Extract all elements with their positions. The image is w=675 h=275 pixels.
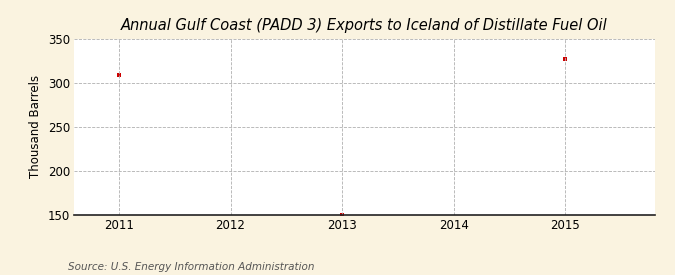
Text: Source: U.S. Energy Information Administration: Source: U.S. Energy Information Administ… <box>68 262 314 272</box>
Y-axis label: Thousand Barrels: Thousand Barrels <box>29 75 43 178</box>
Title: Annual Gulf Coast (PADD 3) Exports to Iceland of Distillate Fuel Oil: Annual Gulf Coast (PADD 3) Exports to Ic… <box>121 18 608 33</box>
